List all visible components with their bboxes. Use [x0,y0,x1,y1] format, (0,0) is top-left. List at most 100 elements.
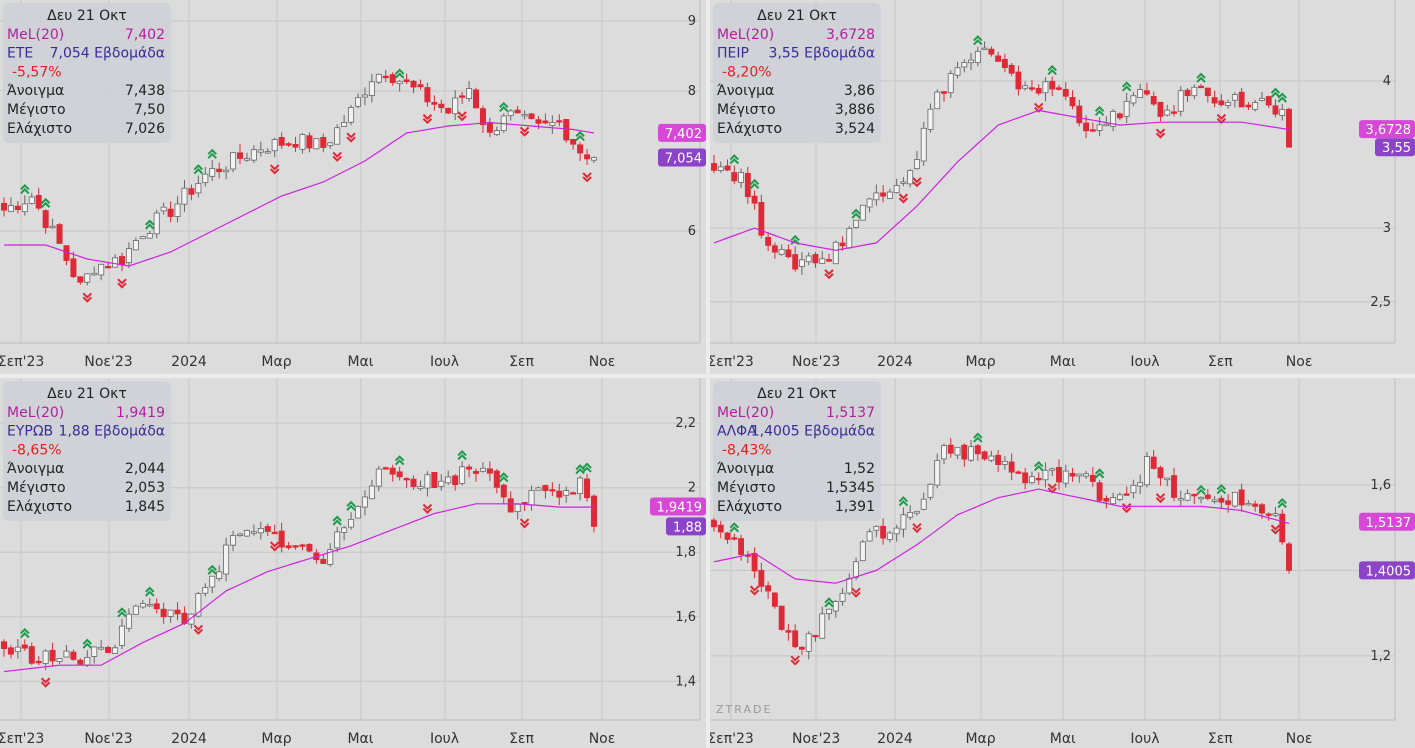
candle-down [765,585,772,592]
candle-down [570,492,577,495]
candle-down [941,91,947,94]
candle-up [153,212,160,235]
candle-up [1062,470,1069,484]
buy-signal-arrow [1277,498,1287,509]
x-tick-label: Νοε [1286,354,1313,370]
chart-panel-2: 4 3 2,5 Σεπ'23 Νοε'23 2024 Μαρ Μαι Ιουλ Σεπ Νοε 3,6… [707,0,1415,370]
candle-up [853,219,859,228]
candle-up [230,535,237,546]
candle-down [445,107,452,114]
sell-signal-arrow [912,522,922,534]
moving-average-line [713,488,1290,584]
candle-down [486,122,493,133]
sell-signal-arrow [824,269,834,280]
info-box: Δευ 21 Οκτ MeL(20) 3,6728 ΠΕΙΡ 3,55 Εβδομάδα… [713,3,881,143]
candle-up [738,172,744,183]
candle-down [880,192,887,197]
candle-down [0,641,8,649]
buy-signal-arrow [973,432,983,443]
candle-up [577,477,584,495]
info-high-label: Μέγιστο [7,102,66,118]
candle-down [771,592,778,607]
candle-down [995,454,1002,466]
info-change: -5,57% [12,64,62,80]
candle-down [1272,105,1279,115]
candle-up [1259,97,1265,101]
candle-down [1171,111,1177,114]
buy-signal-arrow [973,35,983,46]
candle-down [160,608,167,618]
x-tick-label: 2024 [171,354,207,370]
x-tick-label: Σεπ [1208,354,1233,370]
buy-signal-arrow [851,208,861,219]
buy-signal-arrow [20,628,30,639]
candle-down [535,119,542,124]
candle-up [886,191,893,199]
buy-signal-arrow [898,496,909,507]
candle-up [799,259,805,267]
candle-down [7,647,14,655]
candle-up [590,157,598,161]
candles [0,68,598,303]
info-close: 1,4005 Εβδομάδα [751,424,875,440]
candle-up [914,510,920,514]
info-box: Δευ 21 Οκτ MeL(20) 1,9419 ΕΥΡΩΒ 1,88 Εβδομάδ… [3,381,171,521]
candle-down [1144,90,1150,95]
sell-signal-arrow [457,111,467,122]
info-high-value: 2,053 [125,480,165,496]
y-tick-label: 8 [688,84,696,99]
candle-up [563,490,570,496]
candle-up [1123,100,1130,117]
buy-signal-arrow [117,607,127,618]
buy-signal-arrow [1033,460,1044,472]
x-tick-label: Μαι [347,731,373,747]
candle-down [771,245,778,253]
candle-down [1171,475,1177,498]
candle-up [1096,124,1103,131]
x-tick-label: Νοε'23 [792,354,840,370]
y-tick-label: 1,6 [675,610,696,625]
candle-up [84,656,91,666]
candle-down [105,266,112,269]
info-high-label: Μέγιστο [717,102,776,118]
candle-up [873,192,880,201]
info-low-label: Ελάχιστο [7,499,72,515]
candle-up [832,241,839,265]
x-tick-label: Νοε [1286,731,1313,747]
candle-down [105,646,112,653]
candle-down [236,152,244,159]
candle-up [98,263,105,276]
candle-down [514,109,521,114]
candle-up [313,138,320,150]
info-date: Δευ 21 Οκτ [47,8,127,24]
candle-up [1001,460,1008,465]
candle-down [382,467,389,470]
candle-up [417,486,424,490]
x-tick-label: Μαρ [965,731,995,747]
candle-up [438,480,445,487]
sell-signal-arrow [117,278,127,289]
info-change: -8,65% [12,442,62,458]
x-tick-label: Μαι [1050,731,1076,747]
candle-up [223,544,230,575]
candle-down [1056,87,1062,90]
info-change: -8,43% [722,442,772,458]
candle-down [459,95,466,98]
candle-up [1231,94,1238,101]
candle-down [758,201,765,236]
close-value-tag-bg [1359,561,1415,580]
x-tick-label: Ιουλ [1130,354,1159,370]
candle-down [751,553,758,572]
candle-down [799,646,805,650]
candle-up [528,490,535,506]
candle-up [717,166,724,171]
candle-up [112,647,119,654]
candle-up [334,531,341,549]
candle-up [1137,89,1144,99]
candle-up [236,533,244,536]
candle-down [1083,122,1089,132]
ma-value-tag-bg [658,123,706,142]
candle-up [112,257,119,268]
ma-value-tag: 1,5137 [1366,516,1412,531]
